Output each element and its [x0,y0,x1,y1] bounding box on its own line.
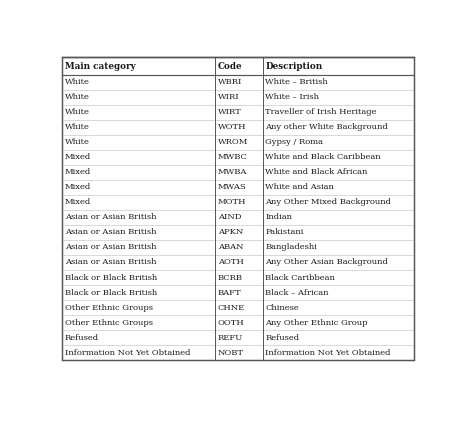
Text: Refused: Refused [265,334,299,341]
Text: Pakistani: Pakistani [265,228,304,236]
Text: Mixed: Mixed [65,153,91,161]
Text: White – Irish: White – Irish [265,93,319,101]
Text: Black Caribbean: Black Caribbean [265,274,335,281]
Text: Black – African: Black – African [265,289,329,296]
Text: Any other White Background: Any other White Background [265,123,388,131]
Text: WOTH: WOTH [218,123,246,131]
Text: Information Not Yet Obtained: Information Not Yet Obtained [265,349,391,356]
Text: White and Black Caribbean: White and Black Caribbean [265,153,381,161]
Text: WIRI: WIRI [218,93,239,101]
Text: Code: Code [218,61,242,70]
Text: Any Other Ethnic Group: Any Other Ethnic Group [265,319,368,326]
Text: Mixed: Mixed [65,168,91,176]
Text: Main category: Main category [65,61,135,70]
Text: BAFT: BAFT [218,289,241,296]
Text: Indian: Indian [265,213,292,221]
Text: REFU: REFU [218,334,243,341]
Text: White: White [65,93,89,101]
Text: Mixed: Mixed [65,183,91,191]
Text: MWAS: MWAS [218,183,246,191]
Text: BCRB: BCRB [218,274,243,281]
Text: WBRI: WBRI [218,78,242,86]
Text: Bangladeshi: Bangladeshi [265,243,317,251]
Text: MWBA: MWBA [218,168,247,176]
Text: OOTH: OOTH [218,319,245,326]
Text: WROM: WROM [218,138,248,146]
Text: Any Other Mixed Background: Any Other Mixed Background [265,198,391,206]
Text: Black or Black British: Black or Black British [65,289,157,296]
Text: Mixed: Mixed [65,198,91,206]
Text: Gypsy / Roma: Gypsy / Roma [265,138,323,146]
Text: Any Other Asian Background: Any Other Asian Background [265,259,388,266]
Text: White: White [65,108,89,116]
Text: Other Ethnic Groups: Other Ethnic Groups [65,319,153,326]
Text: Asian or Asian British: Asian or Asian British [65,213,156,221]
Text: Refused: Refused [65,334,99,341]
Text: Traveller of Irish Heritage: Traveller of Irish Heritage [265,108,377,116]
Text: White and Black African: White and Black African [265,168,367,176]
Text: ABAN: ABAN [218,243,243,251]
Text: White: White [65,138,89,146]
Text: Information Not Yet Obtained: Information Not Yet Obtained [65,349,190,356]
Text: White and Asian: White and Asian [265,183,334,191]
Text: CHNE: CHNE [218,304,245,311]
Text: Black or Black British: Black or Black British [65,274,157,281]
Text: MWBC: MWBC [218,153,247,161]
Text: Other Ethnic Groups: Other Ethnic Groups [65,304,153,311]
Text: Asian or Asian British: Asian or Asian British [65,259,156,266]
Text: Chinese: Chinese [265,304,299,311]
Text: White: White [65,78,89,86]
Text: Description: Description [265,61,322,70]
Text: AOTH: AOTH [218,259,244,266]
Text: AIND: AIND [218,213,241,221]
Text: WIRT: WIRT [218,108,241,116]
Text: MOTH: MOTH [218,198,246,206]
Text: Asian or Asian British: Asian or Asian British [65,243,156,251]
Text: White: White [65,123,89,131]
Text: Asian or Asian British: Asian or Asian British [65,228,156,236]
Text: APKN: APKN [218,228,243,236]
Text: NOBT: NOBT [218,349,244,356]
Text: White – British: White – British [265,78,328,86]
